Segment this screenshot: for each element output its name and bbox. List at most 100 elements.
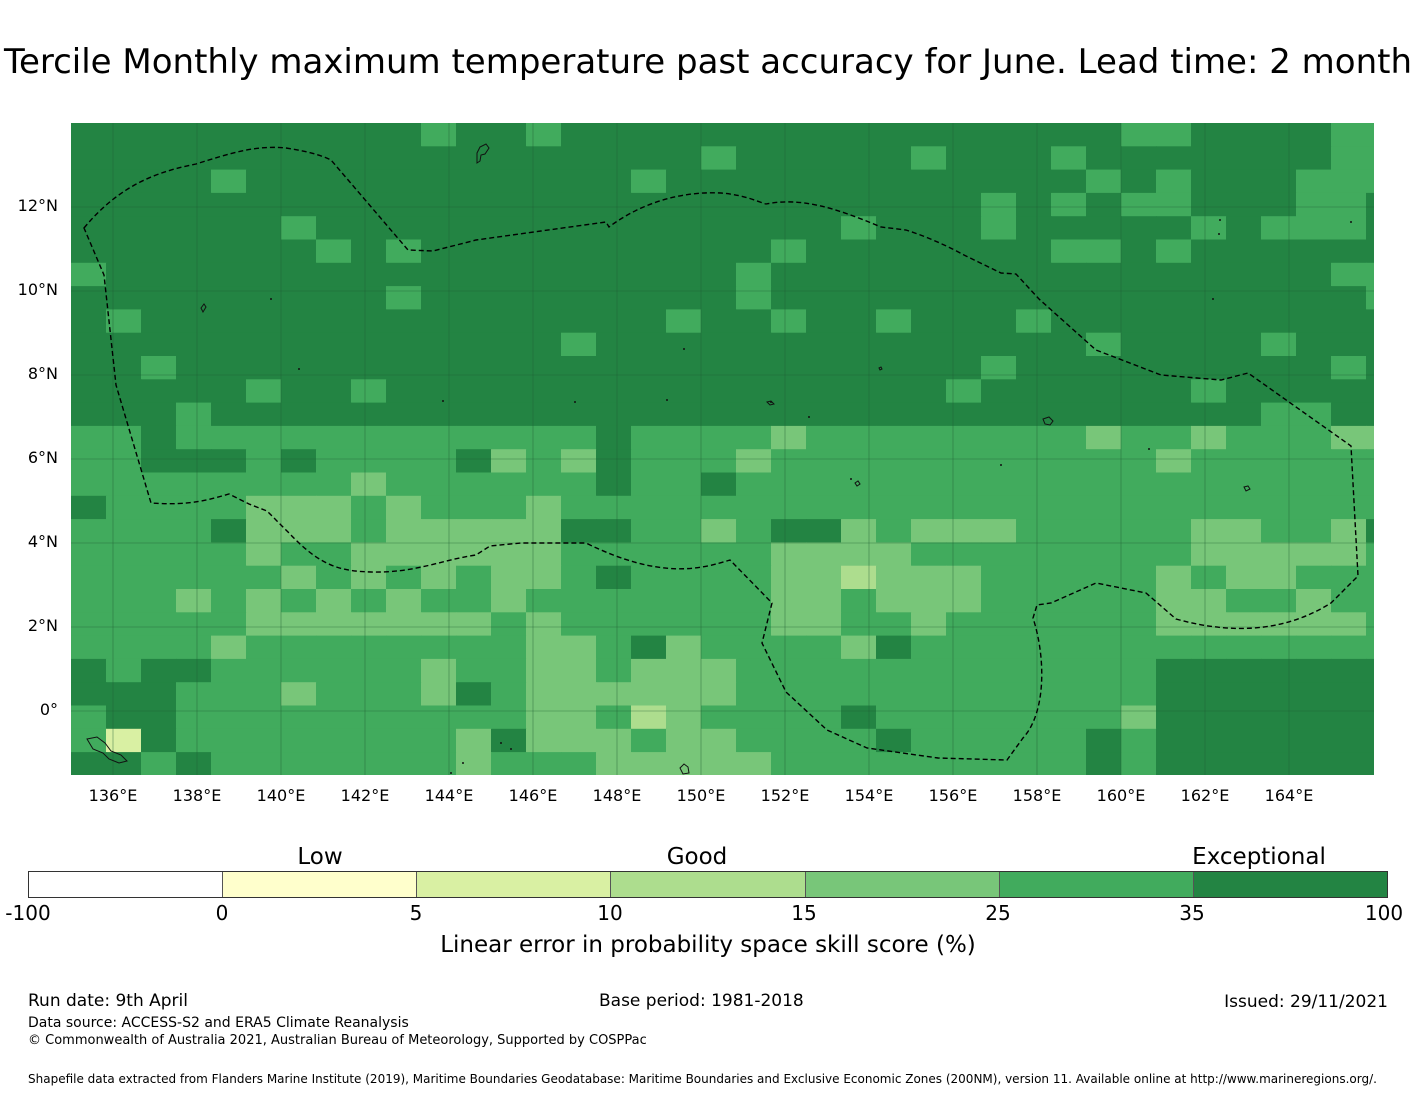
skill-cell — [106, 519, 142, 543]
skill-cell — [421, 728, 457, 753]
skill-cell — [281, 565, 317, 590]
island-outline — [878, 366, 883, 371]
skill-cell — [526, 635, 562, 660]
skill-cell — [1296, 705, 1332, 730]
skill-cell — [561, 495, 597, 520]
skill-cell — [981, 589, 1017, 613]
skill-cell — [491, 728, 527, 753]
skill-cell — [631, 682, 667, 707]
skill-cell — [1016, 192, 1052, 217]
skill-cell — [1191, 402, 1227, 427]
skill-cell — [841, 123, 877, 147]
skill-cell — [1191, 309, 1227, 334]
skill-cell — [71, 262, 107, 287]
skill-cell — [1191, 262, 1227, 287]
skill-cell — [1261, 379, 1297, 404]
skill-cell — [526, 402, 562, 427]
skill-cell — [1366, 332, 1374, 357]
skill-cell — [1051, 123, 1087, 147]
skill-cell — [176, 216, 212, 241]
skill-cell — [1086, 286, 1122, 310]
skill-cell — [106, 262, 142, 287]
skill-cell — [736, 519, 772, 543]
skill-cell — [701, 472, 737, 497]
skill-cell — [1226, 542, 1262, 567]
skill-cell — [981, 262, 1017, 287]
skill-cell — [736, 612, 772, 637]
skill-cell — [911, 472, 947, 497]
skill-cell — [491, 472, 527, 497]
skill-cell — [806, 612, 842, 637]
skill-cell — [1016, 682, 1052, 707]
skill-cell — [631, 402, 667, 427]
skill-cell — [246, 356, 282, 380]
skill-cell — [421, 495, 457, 520]
island-outline — [854, 480, 861, 487]
skill-cell — [281, 728, 317, 753]
skill-cell — [1016, 379, 1052, 404]
skill-cell — [1366, 286, 1374, 310]
skill-cell — [841, 612, 877, 637]
skill-cell — [806, 123, 842, 147]
skill-cell — [981, 752, 1017, 775]
skill-cell — [106, 286, 142, 310]
skill-cell — [421, 589, 457, 613]
skill-cell — [246, 472, 282, 497]
skill-cell — [351, 379, 387, 404]
skill-cell — [1191, 682, 1227, 707]
skill-cell — [1051, 332, 1087, 357]
skill-cell — [176, 123, 212, 147]
skill-cell — [1226, 658, 1262, 683]
skill-cell — [1331, 286, 1367, 310]
skill-cell — [561, 309, 597, 334]
skill-cell — [526, 309, 562, 334]
skill-cell — [211, 752, 247, 775]
skill-cell — [1016, 402, 1052, 427]
skill-cell — [911, 379, 947, 404]
skill-cell — [1086, 658, 1122, 683]
islet-dot — [298, 368, 300, 370]
skill-cell — [911, 589, 947, 613]
skill-cell — [876, 519, 912, 543]
skill-cell — [1156, 495, 1192, 520]
skill-cell — [1191, 123, 1227, 147]
skill-cell — [1296, 356, 1332, 380]
skill-cell — [211, 565, 247, 590]
skill-cell — [736, 635, 772, 660]
skill-cell — [946, 519, 982, 543]
skill-cell — [1121, 542, 1157, 567]
skill-cell — [876, 682, 912, 707]
skill-cell — [561, 286, 597, 310]
skill-cell — [281, 752, 317, 775]
skill-cell — [701, 495, 737, 520]
skill-cell — [1296, 728, 1332, 753]
skill-cell — [631, 705, 667, 730]
skill-cell — [1366, 542, 1374, 567]
skill-cell — [106, 402, 142, 427]
skill-cell — [386, 565, 422, 590]
skill-cell — [141, 146, 177, 171]
skill-cell — [946, 658, 982, 683]
skill-cell — [701, 635, 737, 660]
skill-cell — [1191, 379, 1227, 404]
skill-cell — [421, 705, 457, 730]
skill-cell — [911, 192, 947, 217]
skill-cell — [701, 356, 737, 380]
skill-cell — [1051, 356, 1087, 380]
skill-cell — [1331, 169, 1367, 194]
skill-cell — [176, 402, 212, 427]
skill-cell — [141, 705, 177, 730]
skill-cell — [421, 752, 457, 775]
skill-cell — [106, 495, 142, 520]
skill-cell — [526, 332, 562, 357]
skill-cell — [876, 472, 912, 497]
legend-tick-15: 15 — [791, 901, 817, 925]
skill-cell — [246, 728, 282, 753]
skill-cell — [1226, 449, 1262, 474]
skill-cell — [736, 239, 772, 264]
skill-cell — [1296, 635, 1332, 660]
skill-cell — [386, 402, 422, 427]
skill-cell — [666, 612, 702, 637]
skill-cell — [631, 332, 667, 357]
skill-cell — [71, 612, 107, 637]
